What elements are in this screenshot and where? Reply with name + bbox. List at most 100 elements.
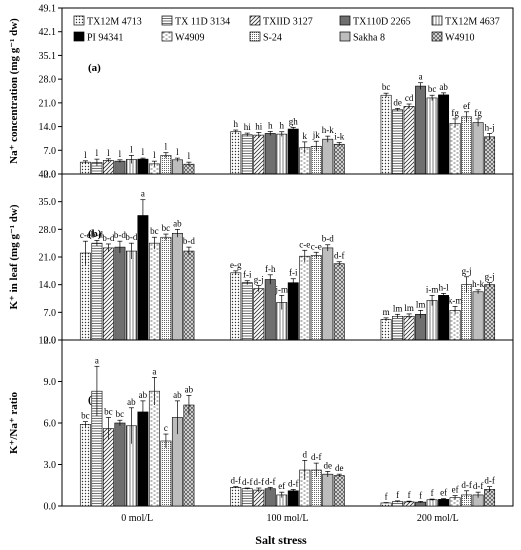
bar [264, 279, 276, 341]
panel-2: 0.03.06.09.012.0K⁺/Na⁺ ratio(c)bcabcbcab… [8, 336, 514, 524]
legend-label: TXIID 3127 [263, 17, 313, 28]
significance-letter: d-f [461, 480, 472, 490]
significance-letter: d-f [254, 477, 265, 487]
bar [438, 94, 450, 175]
bar [472, 291, 484, 341]
bar [426, 300, 438, 341]
bar [160, 236, 172, 341]
bar [310, 255, 322, 341]
significance-letter: f [431, 488, 434, 498]
significance-letter: h-k [322, 125, 334, 135]
y-tick-label: 35.1 [39, 51, 57, 62]
y-tick-label: 21.0 [39, 98, 57, 109]
significance-letter: b-d [183, 236, 195, 246]
y-tick-label: 9.0 [44, 377, 57, 388]
y-tick-label: 0.0 [44, 502, 57, 513]
significance-letter: g-j [462, 266, 472, 276]
significance-letter: c [164, 423, 168, 433]
significance-letter: ab [173, 218, 182, 228]
bar [183, 250, 195, 341]
significance-letter: d [303, 449, 308, 459]
significance-letter: d-f [311, 452, 322, 462]
significance-letter: f [385, 492, 388, 502]
significance-letter: bc [81, 411, 90, 421]
bar [380, 319, 392, 341]
legend-swatch [339, 31, 351, 42]
panel-label: (b) [88, 228, 102, 240]
significance-letter: f-i [289, 268, 298, 278]
category-label: 100 mol/L [267, 513, 309, 524]
bar [183, 404, 195, 507]
significance-letter: d-f [242, 477, 253, 487]
bar [160, 155, 172, 175]
bar [171, 232, 183, 341]
panel-0: 0.0 7.0 14.0 21.0 28.0 35.1 42.1 49.1 Na⁺ concen… [8, 4, 514, 181]
legend-swatch [431, 15, 443, 26]
significance-letter: g-j [485, 272, 495, 282]
significance-letter: l [142, 147, 145, 157]
significance-letter: ab [127, 397, 136, 407]
bar [160, 440, 172, 507]
significance-letter: cd [405, 93, 414, 103]
bar [241, 488, 253, 507]
bar [137, 158, 149, 175]
legend-label: Sakha 8 [353, 33, 385, 44]
bar [264, 488, 276, 507]
significance-letter: bc [116, 409, 125, 419]
bar [403, 315, 415, 341]
legend-swatch [249, 15, 261, 26]
legend-label: TX12M 4713 [87, 17, 142, 28]
y-tick-label: 7.0 [44, 308, 57, 319]
significance-letter: f [419, 490, 422, 500]
significance-letter: g-j [254, 274, 264, 284]
legend-label: W4910 [445, 33, 474, 44]
significance-letter: b-d [125, 232, 137, 242]
bar [114, 160, 126, 175]
bar [79, 252, 91, 341]
bar [438, 499, 450, 507]
significance-letter: de [335, 463, 344, 473]
bar [287, 128, 299, 175]
legend: TX12M 4713 TX 11D 3134 TXIID 3127 TX110D 22… [73, 15, 500, 44]
bar [276, 133, 288, 175]
significance-letter: lm [393, 303, 403, 313]
bar [449, 122, 461, 175]
panel-1: 0.0 7.0 14.0 21.0 28.0 35.0 42.0 K⁺ in leaf (mg… [8, 170, 514, 347]
bar [322, 473, 334, 507]
bar [333, 143, 345, 175]
significance-letter: h [234, 119, 239, 129]
significance-letter: a [95, 355, 99, 365]
significance-letter: hi [255, 121, 263, 131]
significance-letter: b-d [322, 234, 334, 244]
bar [264, 133, 276, 175]
significance-letter: c-e [311, 241, 322, 251]
significance-letter: d-f [334, 251, 345, 261]
significance-letter: ef [440, 488, 447, 498]
significance-letter: d-f [231, 476, 242, 486]
category-label: 0 mol/L [121, 513, 153, 524]
significance-letter: bc [104, 406, 113, 416]
bar [253, 288, 265, 341]
significance-letter: h [280, 121, 285, 131]
bar [253, 134, 265, 175]
bar [380, 502, 392, 507]
legend-label: TX12M 4637 [445, 17, 500, 28]
bar [148, 242, 160, 341]
legend-label: TX 11D 3134 [175, 17, 230, 28]
y-tick-label: 21.0 [39, 253, 57, 264]
significance-letter: l [107, 148, 110, 158]
bar [415, 85, 427, 175]
bar [230, 487, 242, 507]
legend-label: W4909 [175, 33, 204, 44]
bar [484, 284, 496, 341]
bar [322, 138, 334, 175]
significance-letter: m [383, 307, 390, 317]
y-axis-title: Na⁺ concentration (mg g⁻¹ dw) [8, 18, 20, 164]
significance-letter: k-m [448, 295, 463, 305]
significance-letter: bc [382, 82, 391, 92]
significance-letter: l [119, 149, 122, 159]
y-tick-label: 28.0 [39, 75, 57, 86]
bar [148, 390, 160, 507]
y-tick-label: 3.0 [44, 460, 57, 471]
